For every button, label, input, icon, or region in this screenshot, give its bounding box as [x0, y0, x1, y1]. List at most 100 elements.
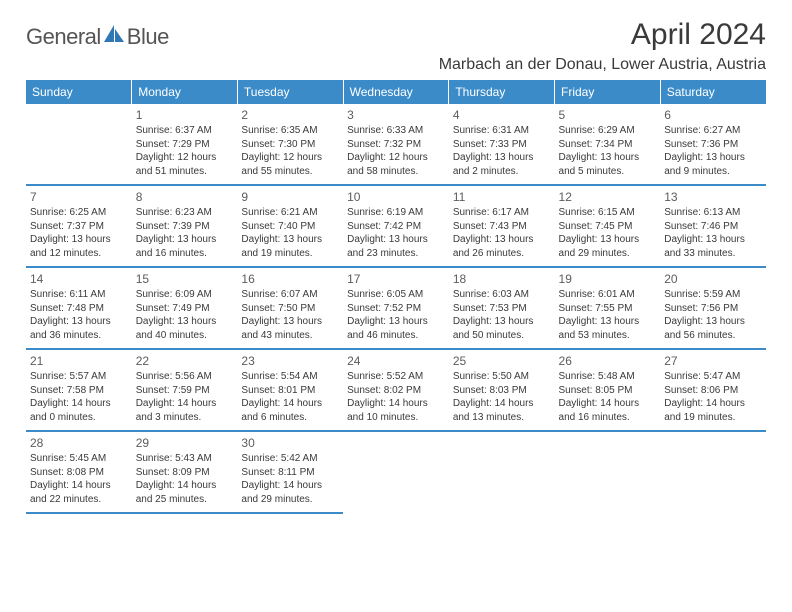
day-number: 24: [347, 354, 445, 368]
day-header: Sunday: [26, 80, 132, 104]
day-number: 13: [664, 190, 762, 204]
daylight-line: Daylight: 13 hours and 50 minutes.: [453, 315, 551, 342]
daylight-line: Daylight: 13 hours and 53 minutes.: [559, 315, 657, 342]
day-header: Friday: [555, 80, 661, 104]
sunset-line: Sunset: 8:03 PM: [453, 384, 551, 398]
sunrise-line: Sunrise: 6:37 AM: [136, 124, 234, 138]
calendar-day-cell: 28Sunrise: 5:45 AMSunset: 8:08 PMDayligh…: [26, 431, 132, 513]
header: General Blue April 2024 Marbach an der D…: [26, 18, 766, 74]
sunrise-line: Sunrise: 6:29 AM: [559, 124, 657, 138]
sunset-line: Sunset: 7:53 PM: [453, 302, 551, 316]
sunrise-line: Sunrise: 5:47 AM: [664, 370, 762, 384]
sail-icon: [103, 24, 125, 50]
sunset-line: Sunset: 7:36 PM: [664, 138, 762, 152]
sunrise-line: Sunrise: 6:11 AM: [30, 288, 128, 302]
daylight-line: Daylight: 13 hours and 43 minutes.: [241, 315, 339, 342]
daylight-line: Daylight: 14 hours and 6 minutes.: [241, 397, 339, 424]
sunrise-line: Sunrise: 5:54 AM: [241, 370, 339, 384]
daylight-line: Daylight: 12 hours and 51 minutes.: [136, 151, 234, 178]
sunrise-line: Sunrise: 6:33 AM: [347, 124, 445, 138]
day-number: 30: [241, 436, 339, 450]
day-number: 10: [347, 190, 445, 204]
daylight-line: Daylight: 13 hours and 5 minutes.: [559, 151, 657, 178]
sunrise-line: Sunrise: 6:27 AM: [664, 124, 762, 138]
calendar-day-cell: 23 Sunrise: 5:54 AMSunset: 8:01 PMDayligh…: [237, 349, 343, 431]
sunrise-line: Sunrise: 6:03 AM: [453, 288, 551, 302]
day-number: 29: [136, 436, 234, 450]
sunset-line: Sunset: 8:05 PM: [559, 384, 657, 398]
sunset-line: Sunset: 7:33 PM: [453, 138, 551, 152]
calendar-day-cell: [26, 104, 132, 185]
sunrise-line: Sunrise: 6:05 AM: [347, 288, 445, 302]
sunset-line: Sunset: 8:06 PM: [664, 384, 762, 398]
sunrise-line: Sunrise: 6:01 AM: [559, 288, 657, 302]
calendar-day-cell: [449, 431, 555, 513]
sunrise-line: Sunrise: 6:21 AM: [241, 206, 339, 220]
daylight-line: Daylight: 13 hours and 26 minutes.: [453, 233, 551, 260]
sunset-line: Sunset: 7:48 PM: [30, 302, 128, 316]
sunrise-line: Sunrise: 5:43 AM: [136, 452, 234, 466]
calendar-day-cell: 14Sunrise: 6:11 AMSunset: 7:48 PMDayligh…: [26, 267, 132, 349]
daylight-line: Daylight: 13 hours and 12 minutes.: [30, 233, 128, 260]
sunset-line: Sunset: 7:30 PM: [241, 138, 339, 152]
calendar-day-cell: 27Sunrise: 5:47 AMSunset: 8:06 PMDayligh…: [660, 349, 766, 431]
day-number: 5: [559, 108, 657, 122]
calendar-day-cell: 18Sunrise: 6:03 AMSunset: 7:53 PMDayligh…: [449, 267, 555, 349]
day-header-row: SundayMondayTuesdayWednesdayThursdayFrid…: [26, 80, 766, 104]
sunrise-line: Sunrise: 5:57 AM: [30, 370, 128, 384]
brand-word1: General: [26, 24, 101, 50]
day-number: 23: [241, 354, 339, 368]
calendar-day-cell: 20Sunrise: 5:59 AMSunset: 7:56 PMDayligh…: [660, 267, 766, 349]
day-number: 15: [136, 272, 234, 286]
day-number: 3: [347, 108, 445, 122]
daylight-line: Daylight: 13 hours and 40 minutes.: [136, 315, 234, 342]
day-number: 11: [453, 190, 551, 204]
sunset-line: Sunset: 8:02 PM: [347, 384, 445, 398]
daylight-line: Daylight: 14 hours and 10 minutes.: [347, 397, 445, 424]
day-number: 26: [559, 354, 657, 368]
calendar-week-row: 21Sunrise: 5:57 AMSunset: 7:58 PMDayligh…: [26, 349, 766, 431]
day-header: Monday: [132, 80, 238, 104]
day-header: Saturday: [660, 80, 766, 104]
sunrise-line: Sunrise: 6:17 AM: [453, 206, 551, 220]
calendar-day-cell: 22Sunrise: 5:56 AMSunset: 7:59 PMDayligh…: [132, 349, 238, 431]
sunrise-line: Sunrise: 5:52 AM: [347, 370, 445, 384]
calendar-day-cell: 29Sunrise: 5:43 AMSunset: 8:09 PMDayligh…: [132, 431, 238, 513]
sunset-line: Sunset: 8:01 PM: [241, 384, 339, 398]
sunset-line: Sunset: 7:46 PM: [664, 220, 762, 234]
day-number: 4: [453, 108, 551, 122]
day-number: 28: [30, 436, 128, 450]
calendar-week-row: 28Sunrise: 5:45 AMSunset: 8:08 PMDayligh…: [26, 431, 766, 513]
day-number: 7: [30, 190, 128, 204]
daylight-line: Daylight: 14 hours and 13 minutes.: [453, 397, 551, 424]
sunset-line: Sunset: 8:11 PM: [241, 466, 339, 480]
calendar-day-cell: 3Sunrise: 6:33 AMSunset: 7:32 PMDaylight…: [343, 104, 449, 185]
sunrise-line: Sunrise: 6:15 AM: [559, 206, 657, 220]
day-number: 25: [453, 354, 551, 368]
title-block: April 2024 Marbach an der Donau, Lower A…: [439, 18, 766, 74]
brand-logo: General Blue: [26, 24, 169, 50]
calendar-week-row: 14Sunrise: 6:11 AMSunset: 7:48 PMDayligh…: [26, 267, 766, 349]
sunrise-line: Sunrise: 6:07 AM: [241, 288, 339, 302]
daylight-line: Daylight: 14 hours and 25 minutes.: [136, 479, 234, 506]
daylight-line: Daylight: 12 hours and 58 minutes.: [347, 151, 445, 178]
daylight-line: Daylight: 13 hours and 19 minutes.: [241, 233, 339, 260]
day-header: Thursday: [449, 80, 555, 104]
calendar-day-cell: [555, 431, 661, 513]
sunset-line: Sunset: 7:49 PM: [136, 302, 234, 316]
calendar-day-cell: 26Sunrise: 5:48 AMSunset: 8:05 PMDayligh…: [555, 349, 661, 431]
calendar-day-cell: 5Sunrise: 6:29 AMSunset: 7:34 PMDaylight…: [555, 104, 661, 185]
calendar-day-cell: 12Sunrise: 6:15 AMSunset: 7:45 PMDayligh…: [555, 185, 661, 267]
day-number: 22: [136, 354, 234, 368]
day-number: 2: [241, 108, 339, 122]
day-number: 6: [664, 108, 762, 122]
daylight-line: Daylight: 14 hours and 3 minutes.: [136, 397, 234, 424]
day-header: Tuesday: [237, 80, 343, 104]
sunset-line: Sunset: 7:52 PM: [347, 302, 445, 316]
day-number: 21: [30, 354, 128, 368]
sunset-line: Sunset: 7:58 PM: [30, 384, 128, 398]
sunset-line: Sunset: 7:29 PM: [136, 138, 234, 152]
daylight-line: Daylight: 13 hours and 23 minutes.: [347, 233, 445, 260]
sunset-line: Sunset: 7:59 PM: [136, 384, 234, 398]
daylight-line: Daylight: 14 hours and 0 minutes.: [30, 397, 128, 424]
